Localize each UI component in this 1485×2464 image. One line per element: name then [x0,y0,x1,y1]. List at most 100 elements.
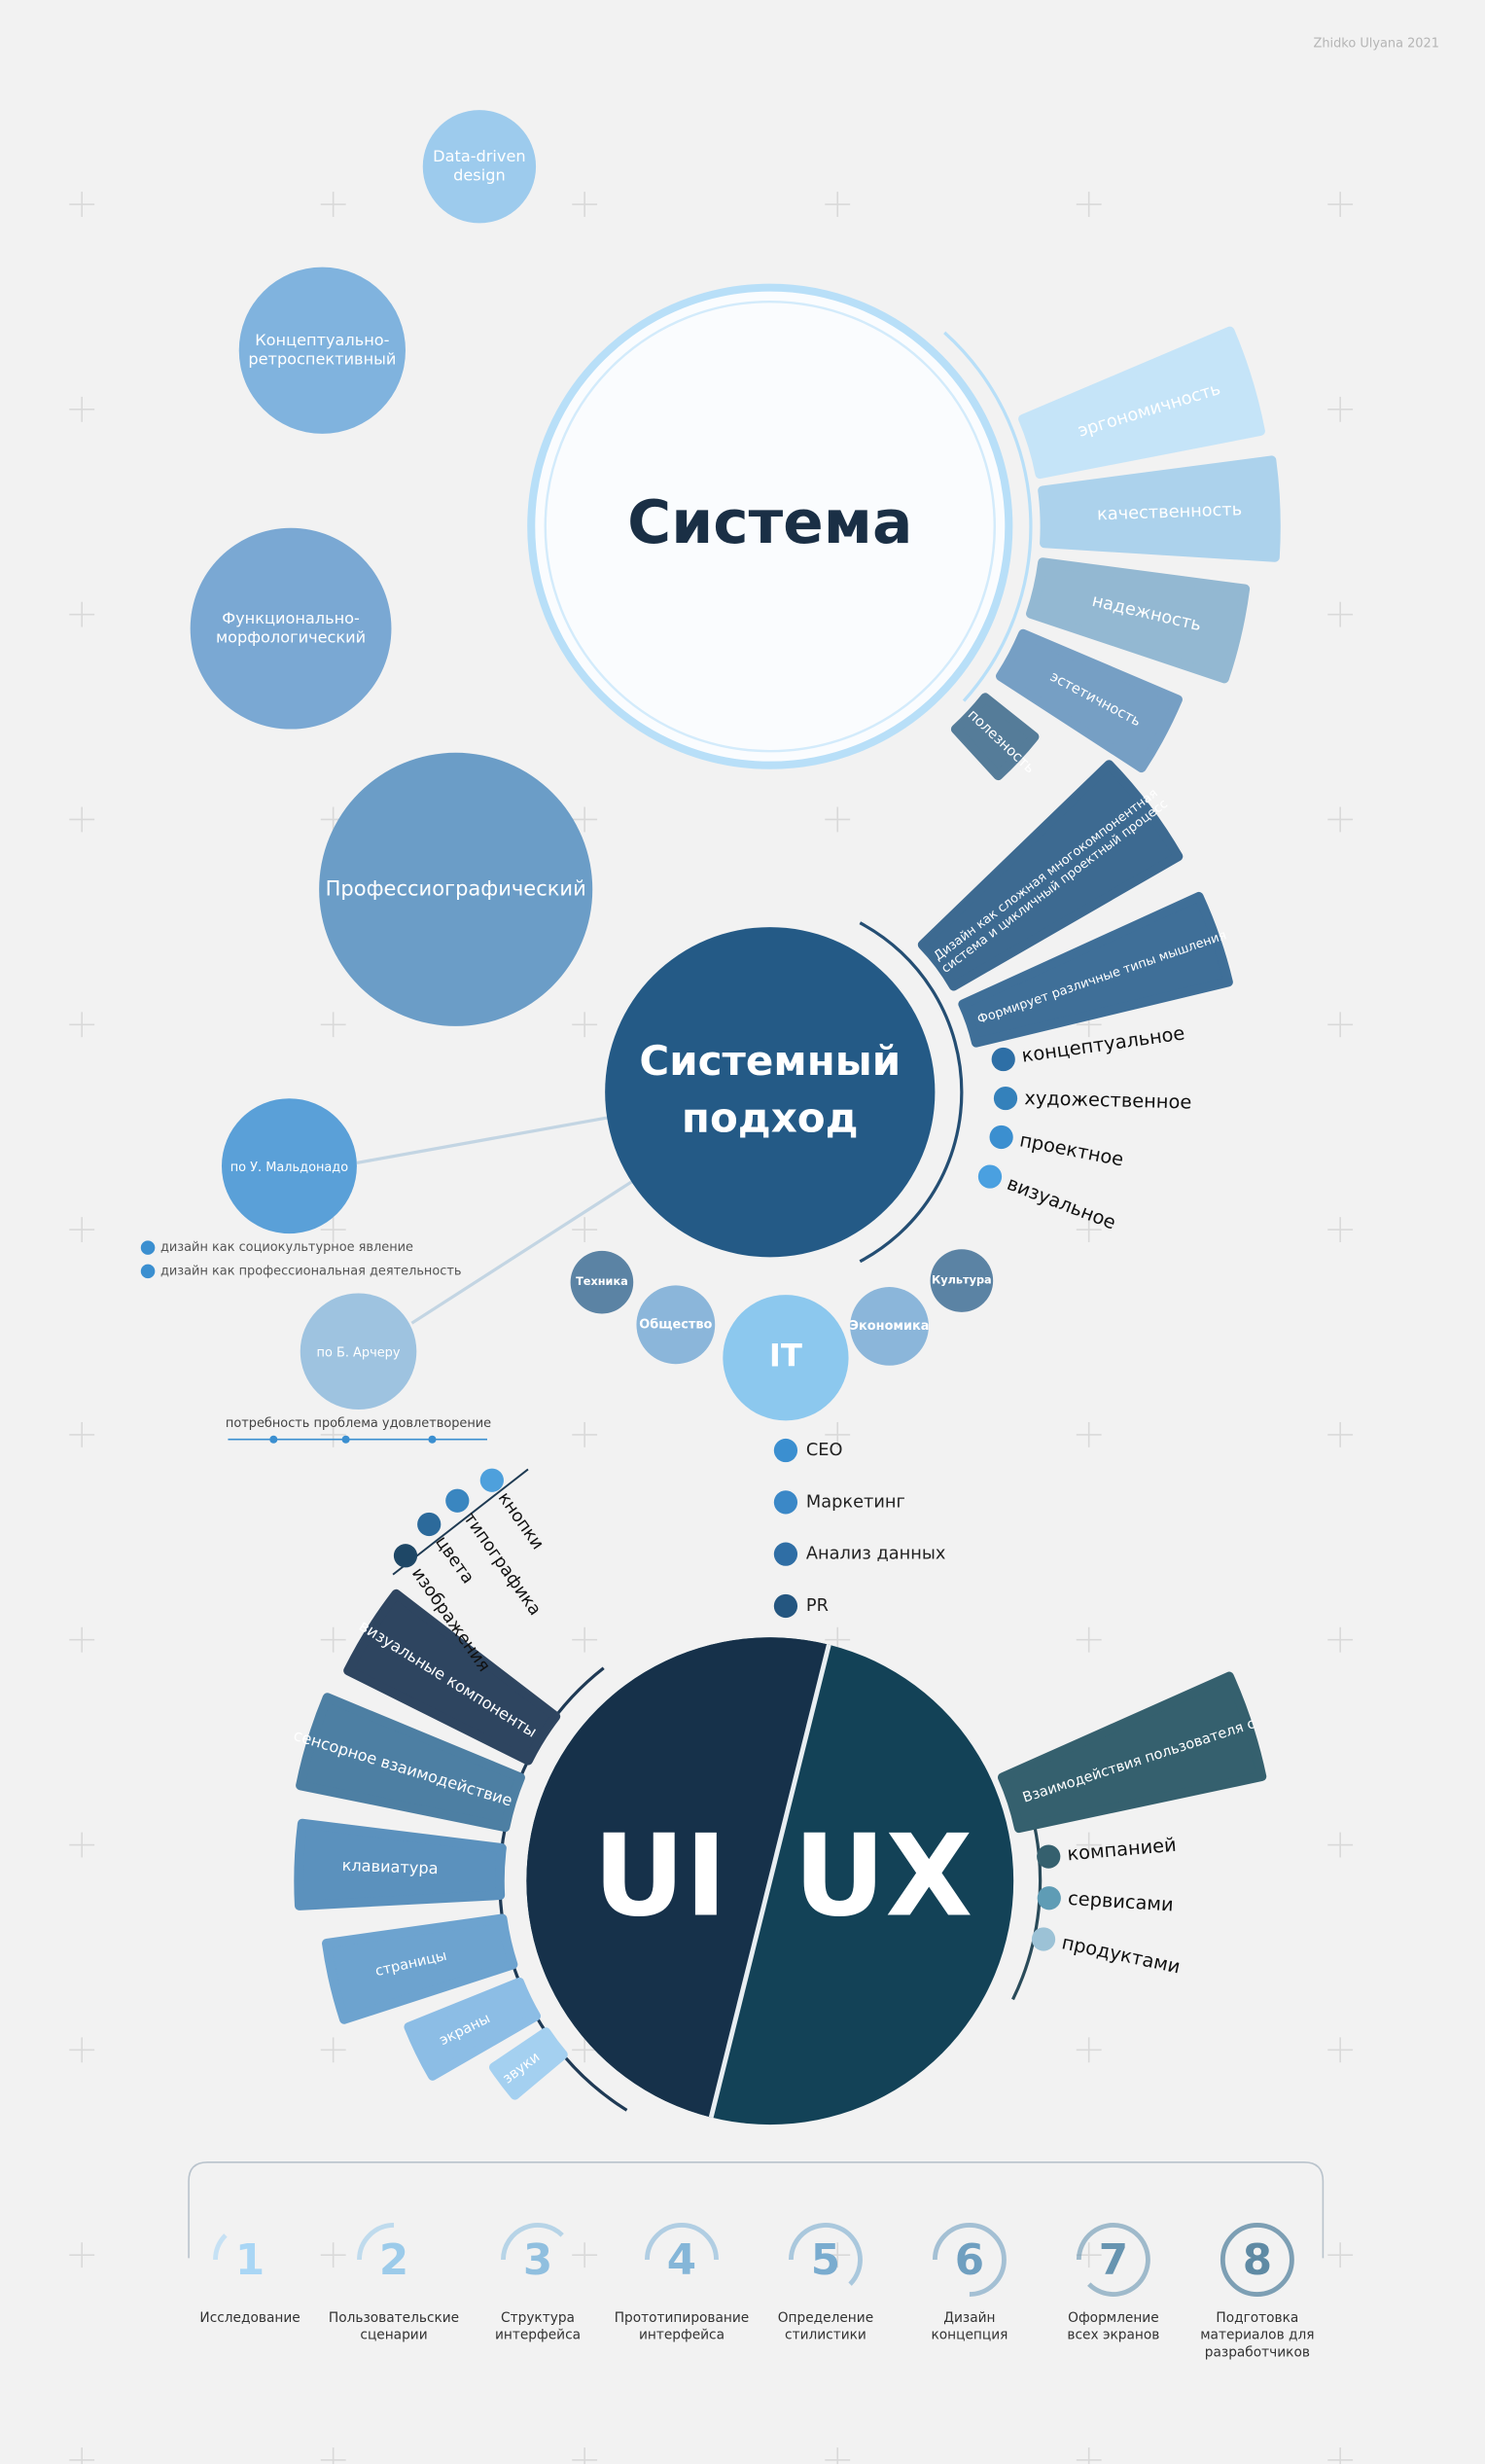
role-label: PR [806,1596,829,1616]
step-label: Дизайн [943,2310,995,2326]
step-number: 2 [379,2236,408,2285]
approach-title: подход [682,1093,859,1141]
step-arc [357,2223,395,2261]
step-label: материалов для [1200,2328,1314,2343]
petal [1038,455,1281,562]
element-dot [417,1512,442,1537]
step-number: 5 [811,2236,840,2285]
author-name: по У. Мальдонадо [230,1161,348,1175]
petal [322,1913,518,2024]
sphere-label: Экономика [850,1319,930,1334]
petal [1018,326,1265,480]
author-note: дизайн как социокультурное явление [160,1240,413,1255]
step-number: 8 [1243,2236,1272,2285]
role-dot [773,1490,798,1515]
method-label: Data-driven [433,147,525,165]
step-label: Определение [778,2310,873,2326]
step-label: интерфейса [495,2328,581,2343]
note-dot [428,1435,437,1444]
sphere-bubble [850,1287,929,1366]
thinking-dot [993,1086,1018,1111]
step-label: сценарии [360,2328,427,2343]
petal [296,1693,525,1833]
split-line [708,1644,831,2119]
author-link [356,1115,611,1165]
method-label: Концептуально- [255,331,389,349]
petal [1026,557,1251,684]
sphere-bubble [570,1250,634,1314]
step-label: концепция [931,2328,1008,2343]
petal [958,891,1233,1048]
note-dot [140,1240,156,1255]
note-dot [140,1264,156,1279]
step-label: интерфейса [639,2328,725,2343]
petal [997,1671,1267,1834]
method-bubble [238,267,406,434]
role-label: CEO [806,1441,843,1460]
step-label: Оформление [1068,2310,1159,2326]
step-label: Исследование [199,2310,300,2326]
method-bubble [319,752,593,1026]
step-arc [213,2233,228,2261]
target-dot [1031,1927,1056,1951]
method-bubble [190,527,392,730]
method-label: Функционально- [222,609,360,627]
petal [404,1977,541,2081]
element-dot [479,1468,504,1492]
ui-label: UI [593,1811,727,1943]
step-arc [1076,2223,1150,2297]
sphere-label: Культура [932,1274,992,1287]
step-label: всех экранов [1067,2328,1159,2343]
step-label: разработчиков [1205,2344,1310,2360]
author-note: дизайн как профессиональная деятельность [160,1264,462,1278]
petal-text: клавиатура [341,1856,439,1877]
system-ring [527,283,1013,769]
ux-label: UX [794,1811,972,1943]
step-label: Структура [501,2310,575,2326]
role-dot [773,1438,798,1463]
sphere-bubble [723,1295,849,1421]
note-dot [341,1435,350,1444]
step-number: 1 [235,2236,265,2285]
author-bubble [300,1293,417,1411]
ui-half [526,1637,830,2118]
petal [294,1818,507,1910]
step-label: Прототипирование [615,2310,750,2326]
role-dot [773,1593,798,1619]
method-label: ретроспективный [248,349,396,368]
petal [917,760,1184,991]
role-dot [773,1542,798,1566]
step-label: стилистики [785,2328,866,2343]
step-label: Пользовательские [329,2310,459,2326]
method-bubble [422,110,537,224]
system-title: Система [627,488,912,557]
step-arc [501,2223,564,2261]
role-label: Анализ данных [806,1545,945,1564]
author-bubble [221,1098,357,1234]
step-arc [645,2223,719,2261]
petal-label: клавиатура [341,1856,439,1877]
author-note: потребность проблема удовлетворение [226,1416,491,1431]
method-label: морфологический [216,627,366,646]
step-label: Подготовка [1216,2310,1298,2326]
thinking-dot [989,1125,1013,1150]
sphere-bubble [636,1285,716,1365]
step-arc [1220,2223,1294,2297]
petal [489,2027,568,2100]
step-number: 3 [523,2236,552,2285]
step-number: 7 [1099,2236,1128,2285]
author-link [410,1180,633,1325]
petal [950,693,1040,781]
method-label: Профессиографический [326,876,586,900]
sphere-label: Общество [639,1317,712,1332]
role-label: Маркетинг [806,1492,905,1512]
petal [996,628,1183,773]
approach-title: Системный [639,1037,901,1085]
sphere-label: Техника [576,1275,628,1288]
thinking-label: художественное [1024,1087,1191,1113]
process-bracket [188,2161,1325,2259]
sphere-bubble [930,1249,994,1312]
element-dot [445,1488,470,1513]
